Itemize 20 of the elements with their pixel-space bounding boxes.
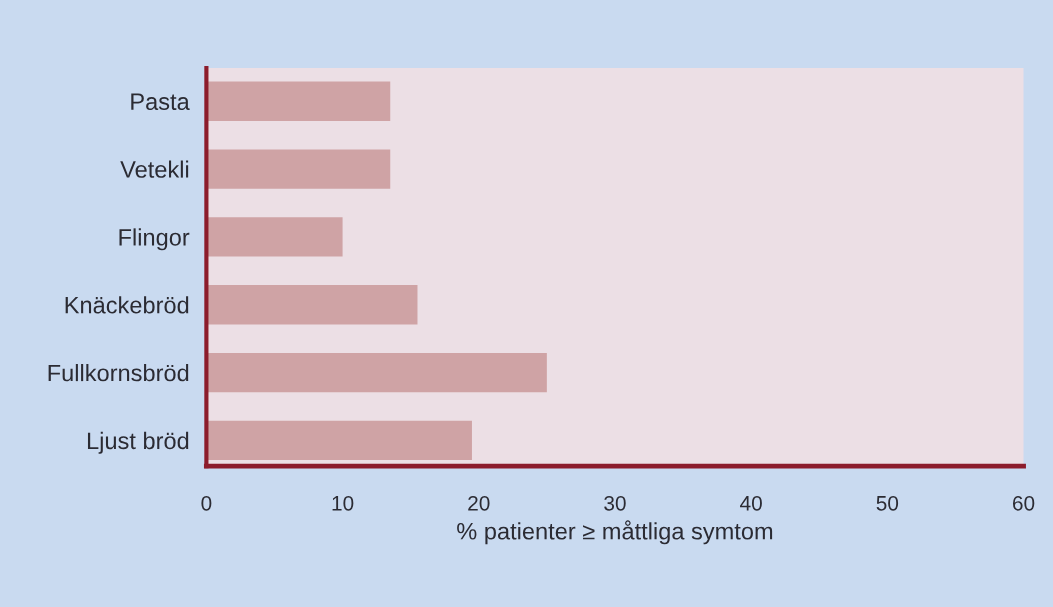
bar (206, 420, 472, 461)
x-tick-label: 0 (201, 495, 212, 511)
bar (206, 352, 547, 393)
x-tick-label: 30 (604, 495, 626, 511)
bar (206, 285, 418, 325)
x-axis-title: % patienter ≥ måttliga symtom (457, 520, 773, 545)
y-tick-label: Pasta (131, 93, 190, 111)
bar (206, 81, 391, 121)
bar (206, 149, 391, 189)
y-tick-label: Vetekli (120, 160, 189, 178)
bar (206, 217, 343, 257)
y-tick-label: Fullkornsbröd (48, 364, 189, 382)
y-tick-label: Flingor (119, 228, 190, 251)
x-tick-label: 50 (876, 495, 899, 511)
y-tick-label: Knäckebröd (65, 296, 189, 314)
x-tick-label: 60 (1012, 495, 1035, 511)
y-tick-label: Ljust bröd (87, 431, 189, 454)
x-tick-label: 20 (468, 495, 490, 511)
x-tick-label: 40 (740, 495, 762, 511)
x-tick-label: 10 (332, 495, 354, 511)
